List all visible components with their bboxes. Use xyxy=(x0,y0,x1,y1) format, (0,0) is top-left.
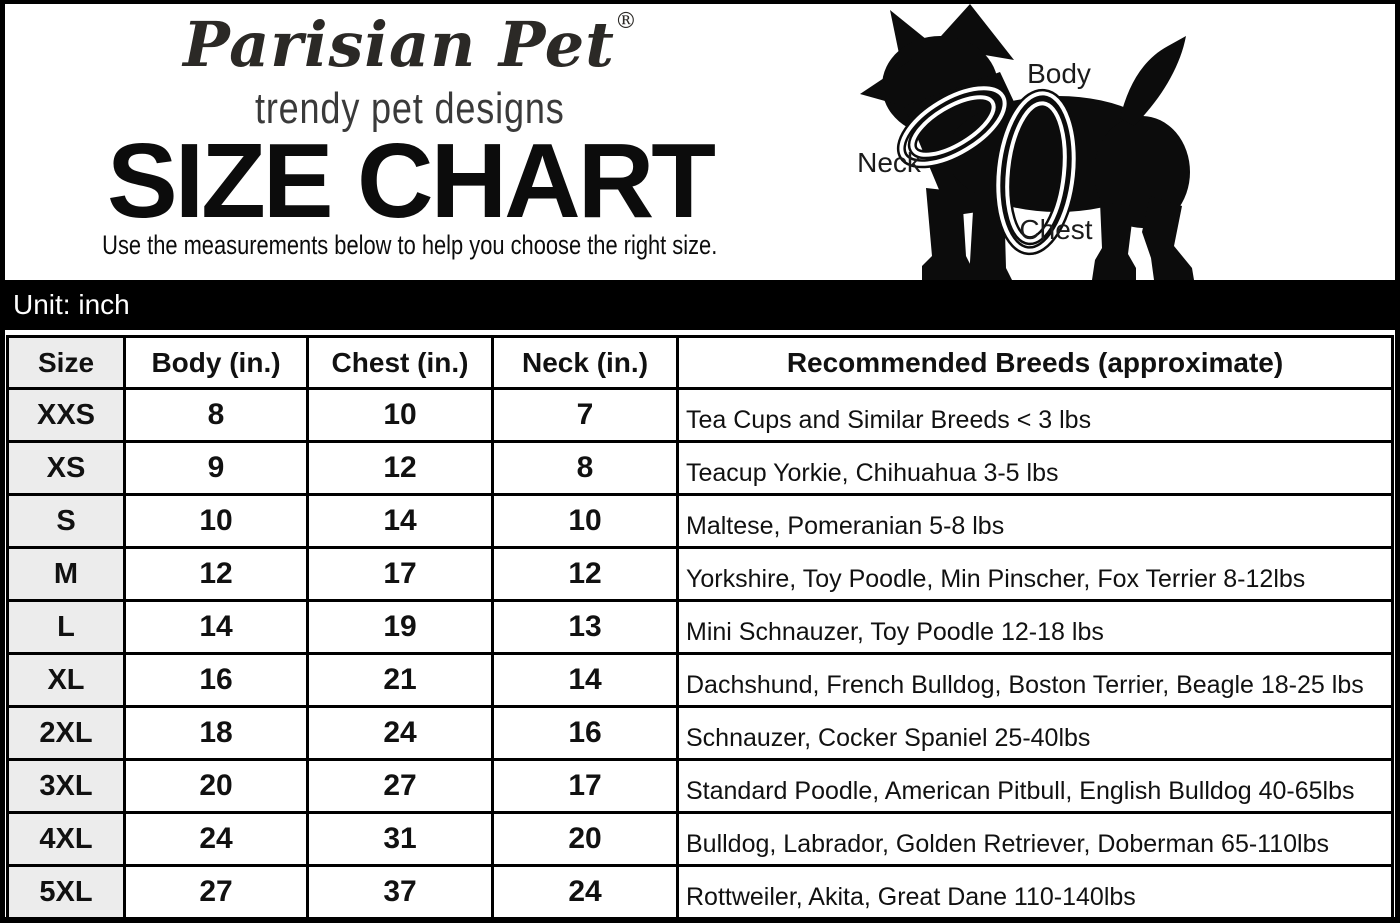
page-title: SIZE CHART xyxy=(107,122,716,240)
body-cell: 18 xyxy=(123,705,309,761)
chest-cell: 24 xyxy=(306,705,494,761)
chest-cell: 21 xyxy=(306,652,494,708)
body-cell: 8 xyxy=(123,387,309,443)
table-panel: Size Body (in.) Chest (in.) Neck (in.) R… xyxy=(5,330,1395,920)
body-measure-label: Body xyxy=(1027,58,1091,89)
breeds-cell: Teacup Yorkie, Chihuahua 3-5 lbs xyxy=(676,440,1394,496)
table-row: XXS 8 10 7 Tea Cups and Similar Breeds <… xyxy=(6,387,1394,443)
table-row: 4XL 24 31 20 Bulldog, Labrador, Golden R… xyxy=(6,811,1394,867)
body-cell: 9 xyxy=(123,440,309,496)
chest-cell: 17 xyxy=(306,546,494,602)
chest-cell: 37 xyxy=(306,864,494,920)
table-row: M 12 17 12 Yorkshire, Toy Poodle, Min Pi… xyxy=(6,546,1394,602)
unit-bar: Unit: inch xyxy=(0,280,1400,330)
table-row: 2XL 18 24 16 Schnauzer, Cocker Spaniel 2… xyxy=(6,705,1394,761)
breeds-cell: Standard Poodle, American Pitbull, Engli… xyxy=(676,758,1394,814)
size-cell: 3XL xyxy=(6,758,126,814)
neck-measure-ring xyxy=(896,83,1010,169)
unit-label: Unit: inch xyxy=(13,289,130,320)
size-cell: L xyxy=(6,599,126,655)
breeds-cell: Schnauzer, Cocker Spaniel 25-40lbs xyxy=(676,705,1394,761)
size-cell: 5XL xyxy=(6,864,126,920)
breeds-cell: Maltese, Pomeranian 5-8 lbs xyxy=(676,493,1394,549)
table-row: L 14 19 13 Mini Schnauzer, Toy Poodle 12… xyxy=(6,599,1394,655)
brand-logo: Parisian Pet® xyxy=(5,10,815,77)
chest-cell: 31 xyxy=(306,811,494,867)
neck-cell: 10 xyxy=(491,493,679,549)
body-cell: 16 xyxy=(123,652,309,708)
neck-measure-label: Neck xyxy=(857,147,921,178)
neck-cell: 14 xyxy=(491,652,679,708)
neck-cell: 20 xyxy=(491,811,679,867)
column-header-chest: Chest (in.) xyxy=(306,335,494,390)
breeds-cell: Tea Cups and Similar Breeds < 3 lbs xyxy=(676,387,1394,443)
size-cell: S xyxy=(6,493,126,549)
body-cell: 14 xyxy=(123,599,309,655)
chest-cell: 10 xyxy=(306,387,494,443)
size-cell: 2XL xyxy=(6,705,126,761)
chest-cell: 27 xyxy=(306,758,494,814)
table-row: XL 16 21 14 Dachshund, French Bulldog, B… xyxy=(6,652,1394,708)
size-cell: M xyxy=(6,546,126,602)
page-subtitle: Use the measurements below to help you c… xyxy=(102,230,718,260)
neck-cell: 16 xyxy=(491,705,679,761)
table-row: 3XL 20 27 17 Standard Poodle, American P… xyxy=(6,758,1394,814)
body-cell: 12 xyxy=(123,546,309,602)
neck-cell: 17 xyxy=(491,758,679,814)
neck-cell: 24 xyxy=(491,864,679,920)
dog-silhouette xyxy=(860,4,1194,280)
registered-trademark-symbol: ® xyxy=(614,9,637,34)
neck-cell: 8 xyxy=(491,440,679,496)
dog-measurement-diagram: Body Neck Chest xyxy=(820,4,1400,282)
brand-tagline: trendy pet designs xyxy=(255,84,565,133)
chest-cell: 14 xyxy=(306,493,494,549)
breeds-cell: Bulldog, Labrador, Golden Retriever, Dob… xyxy=(676,811,1394,867)
chest-measure-label: Chest xyxy=(1019,214,1093,245)
dog-silhouette-graphic xyxy=(860,4,1194,280)
table-row: S 10 14 10 Maltese, Pomeranian 5-8 lbs xyxy=(6,493,1394,549)
header-panel: Parisian Pet® trendy pet designs SIZE CH… xyxy=(5,4,1395,280)
brand-logo-block: Parisian Pet® trendy pet designs SIZE CH… xyxy=(5,4,815,280)
table-row: XS 9 12 8 Teacup Yorkie, Chihuahua 3-5 l… xyxy=(6,440,1394,496)
chest-cell: 12 xyxy=(306,440,494,496)
neck-cell: 13 xyxy=(491,599,679,655)
breeds-cell: Dachshund, French Bulldog, Boston Terrie… xyxy=(676,652,1394,708)
breeds-cell: Rottweiler, Akita, Great Dane 110-140lbs xyxy=(676,864,1394,920)
chest-measure-ring xyxy=(993,88,1079,256)
body-cell: 24 xyxy=(123,811,309,867)
column-header-breeds: Recommended Breeds (approximate) xyxy=(676,335,1394,390)
table-row: 5XL 27 37 24 Rottweiler, Akita, Great Da… xyxy=(6,864,1394,920)
brand-logo-text: Parisian Pet xyxy=(183,8,615,81)
size-cell: 4XL xyxy=(6,811,126,867)
body-cell: 27 xyxy=(123,864,309,920)
column-header-body: Body (in.) xyxy=(123,335,309,390)
body-cell: 20 xyxy=(123,758,309,814)
size-cell: XXS xyxy=(6,387,126,443)
size-cell: XL xyxy=(6,652,126,708)
size-cell: XS xyxy=(6,440,126,496)
breeds-cell: Yorkshire, Toy Poodle, Min Pinscher, Fox… xyxy=(676,546,1394,602)
neck-cell: 7 xyxy=(491,387,679,443)
neck-cell: 12 xyxy=(491,546,679,602)
column-header-neck: Neck (in.) xyxy=(491,335,679,390)
body-cell: 10 xyxy=(123,493,309,549)
chest-cell: 19 xyxy=(306,599,494,655)
breeds-cell: Mini Schnauzer, Toy Poodle 12-18 lbs xyxy=(676,599,1394,655)
table-header-row: Size Body (in.) Chest (in.) Neck (in.) R… xyxy=(6,335,1394,390)
column-header-size: Size xyxy=(6,335,126,390)
size-table: Size Body (in.) Chest (in.) Neck (in.) R… xyxy=(6,335,1394,920)
